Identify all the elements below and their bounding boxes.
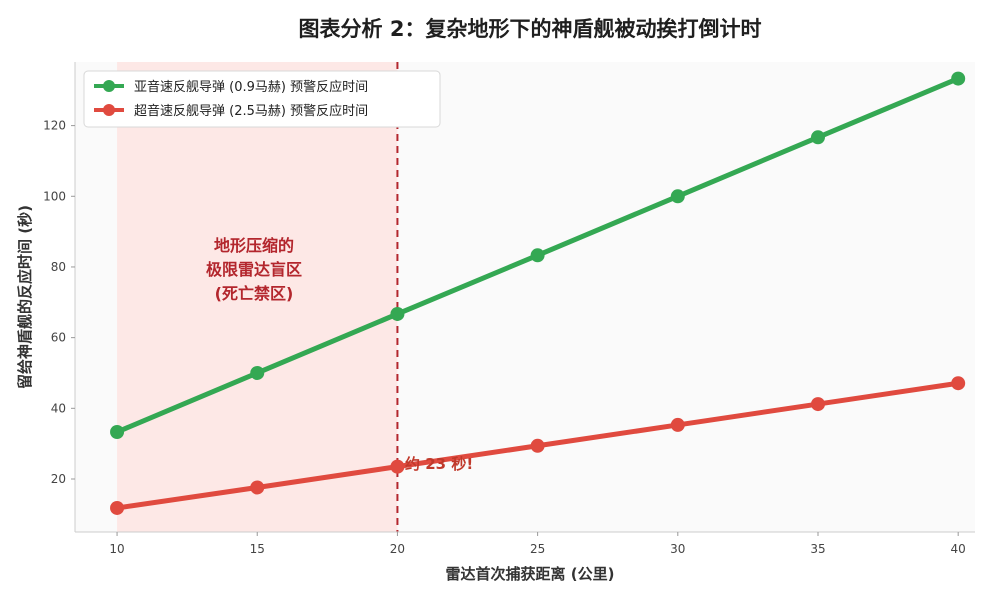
- y-tick-label: 80: [51, 260, 66, 274]
- legend-box: [83, 70, 441, 128]
- x-tick-label: 20: [390, 542, 405, 556]
- data-point-supersonic: [810, 397, 825, 412]
- legend-marker-supersonic: [103, 104, 115, 116]
- legend-label-supersonic: 超音速反舰导弹 (2.5马赫) 预警反应时间: [134, 103, 368, 119]
- y-tick-label: 100: [43, 189, 66, 203]
- data-point-subsonic: [810, 130, 825, 145]
- data-point-supersonic: [951, 376, 966, 391]
- x-tick-label: 30: [670, 542, 685, 556]
- legend: 亚音速反舰导弹 (0.9马赫) 预警反应时间 超音速反舰导弹 (2.5马赫) 预…: [83, 70, 441, 128]
- danger-zone-region: [117, 62, 398, 532]
- x-tick-label: 10: [109, 542, 124, 556]
- zone-label-line-2: 极限雷达盲区: [206, 260, 302, 279]
- data-point-subsonic: [670, 189, 685, 204]
- zone-label-line-1: 地形压缩的: [214, 236, 294, 255]
- zone-label-line-3: (死亡禁区): [215, 284, 294, 303]
- data-point-subsonic: [250, 365, 265, 380]
- data-point-subsonic: [530, 248, 545, 263]
- x-axis-label: 雷达首次捕获距离 (公里): [446, 565, 615, 583]
- x-tick-label: 25: [530, 542, 545, 556]
- data-point-supersonic: [530, 438, 545, 453]
- annotation-text: 约 23 秒!: [405, 455, 473, 473]
- data-point-subsonic: [390, 306, 405, 321]
- y-tick-label: 40: [51, 401, 66, 415]
- y-tick-label: 120: [43, 119, 66, 133]
- x-tick-label: 15: [250, 542, 265, 556]
- chart-title: 图表分析 2：复杂地形下的神盾舰被动挨打倒计时: [299, 17, 762, 41]
- data-point-supersonic: [670, 417, 685, 432]
- legend-marker-subsonic: [103, 80, 115, 92]
- y-tick-label: 20: [51, 472, 66, 486]
- x-tick-label: 40: [951, 542, 966, 556]
- data-point-supersonic: [390, 459, 405, 474]
- data-point-subsonic: [951, 71, 966, 86]
- data-point-supersonic: [110, 500, 125, 515]
- data-point-supersonic: [250, 480, 265, 495]
- data-point-subsonic: [110, 424, 125, 439]
- legend-label-subsonic: 亚音速反舰导弹 (0.9马赫) 预警反应时间: [134, 79, 368, 95]
- y-tick-label: 60: [51, 331, 66, 345]
- x-tick-label: 35: [810, 542, 825, 556]
- y-axis-label: 留给神盾舰的反应时间 (秒): [16, 205, 34, 389]
